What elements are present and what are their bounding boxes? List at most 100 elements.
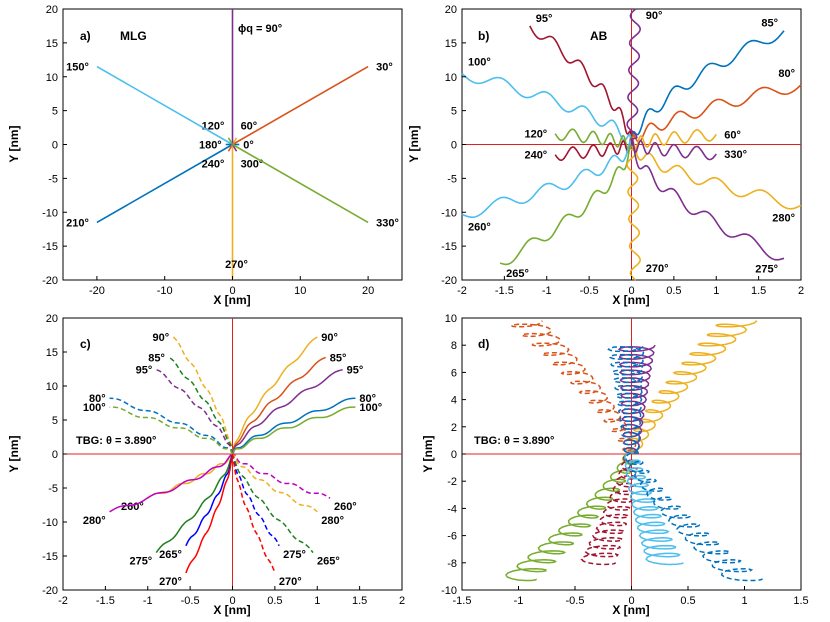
y-tick-label: 10: [46, 381, 58, 393]
y-tick-label: 20: [46, 313, 58, 325]
x-tick-label: 1.5: [352, 595, 367, 607]
trajectory-275-dashed: [231, 453, 280, 547]
angle-label: 265°: [317, 556, 340, 568]
y-tick-label: 20: [445, 4, 457, 16]
trajectory-330: [630, 135, 717, 161]
x-tick-label: -20: [89, 285, 105, 297]
trajectory-95: [529, 25, 633, 145]
y-tick-label: 0: [451, 449, 457, 461]
trajectory-60: [630, 128, 717, 151]
angle-label: 275°: [755, 263, 778, 275]
angle-label: 270°: [159, 576, 182, 588]
angle-label: 90°: [153, 332, 170, 344]
trajectory-260-dashed: [231, 453, 331, 499]
trajectory-280: [630, 138, 802, 210]
y-tick-label: 20: [46, 4, 58, 16]
angle-label: 95°: [136, 365, 153, 377]
x-tick-label: -1.5: [453, 595, 472, 607]
y-tick-label: -20: [42, 585, 58, 597]
angle-label: 265°: [506, 268, 529, 280]
trajectory-30: [232, 65, 369, 146]
trajectory-85-dashed: [168, 356, 234, 455]
tbg-annotation-c: TBG: θ = 3.890°: [76, 435, 156, 447]
x-tick-label: 1.5: [793, 595, 808, 607]
y-axis-label-d: Y [nm]: [421, 435, 435, 472]
angle-label: 260°: [334, 501, 357, 513]
angle-label: 60°: [241, 121, 258, 133]
x-tick-label: 20: [362, 285, 374, 297]
x-tick-label: -0.5: [566, 595, 585, 607]
y-tick-label: 0: [451, 140, 457, 152]
y-tick-label: -5: [48, 483, 58, 495]
panel-label-c: c): [80, 337, 91, 351]
y-tick-label: 0: [52, 449, 58, 461]
y-tick-label: 15: [46, 38, 58, 50]
x-tick-label: -2: [457, 285, 467, 297]
y-axis-label-a: Y [nm]: [7, 125, 21, 162]
y-tick-label: 15: [46, 347, 58, 359]
angle-label: 300°: [241, 158, 264, 170]
x-axis-label-a: X [nm]: [213, 293, 250, 307]
trajectory-90: [231, 336, 318, 455]
x-tick-label: 10: [294, 285, 306, 297]
y-tick-label: -8: [447, 558, 457, 570]
trajectory-265: [185, 453, 234, 547]
x-tick-label: -1: [514, 595, 524, 607]
y-tick-label: -10: [441, 585, 457, 597]
trajectory-150: [96, 65, 233, 146]
trajectory-dashed: [607, 344, 645, 455]
y-tick-label: -10: [42, 207, 58, 219]
angle-label: 90°: [646, 10, 663, 22]
trajectory-dashed: [580, 451, 639, 566]
trajectory-100: [231, 406, 356, 455]
y-tick-label: -5: [447, 173, 457, 185]
trajectory-210: [96, 143, 233, 224]
phi-annotation: ϕq = 90°: [238, 23, 282, 35]
trajectory-275: [155, 453, 234, 554]
y-tick-label: 0: [52, 140, 58, 152]
trajectory-dashed: [625, 451, 763, 582]
x-tick-label: 0: [229, 595, 235, 607]
x-tick-label: 0.5: [666, 285, 681, 297]
y-tick-label: -15: [42, 241, 58, 253]
x-tick-label: 1: [713, 285, 719, 297]
panel-c-tbg: 90°85°95°80°100°90°85°95°80°100°260°280°…: [7, 313, 405, 617]
angle-label: 260°: [468, 221, 491, 233]
angle-label: 80°: [89, 393, 106, 405]
angle-label: 95°: [347, 365, 364, 377]
angle-label: 80°: [778, 68, 795, 80]
angle-label: 120°: [202, 121, 225, 133]
y-tick-label: 5: [52, 415, 58, 427]
angle-label: 270°: [279, 576, 302, 588]
trajectory-80-dashed: [109, 397, 234, 455]
y-tick-label: -15: [441, 241, 457, 253]
angle-label: 330°: [724, 149, 747, 161]
trajectory-270: [626, 144, 642, 281]
x-tick-label: -0.5: [181, 595, 200, 607]
tbg-annotation-d: TBG: θ = 3.890°: [474, 435, 554, 447]
x-tick-label: 1: [741, 595, 747, 607]
angle-label: 240°: [524, 150, 547, 162]
trajectory: [624, 451, 684, 566]
trajectory-85: [630, 30, 785, 145]
y-tick-label: -4: [447, 503, 457, 515]
x-tick-label: 2: [399, 595, 405, 607]
y-tick-label: -20: [42, 275, 58, 287]
angle-label: 85°: [330, 352, 347, 364]
y-tick-label: -2: [447, 476, 457, 488]
panel-label-b: b): [478, 29, 489, 43]
trajectory-270-dashed: [231, 453, 276, 574]
y-tick-label: 10: [445, 313, 457, 325]
y-tick-label: 4: [451, 395, 457, 407]
y-tick-label: 15: [445, 38, 457, 50]
y-tick-label: 10: [46, 72, 58, 84]
trajectory-90-dashed: [172, 336, 234, 455]
y-tick-label: 8: [451, 340, 457, 352]
y-tick-label: -10: [441, 207, 457, 219]
trajectory-260: [461, 138, 633, 219]
x-tick-label: -1.5: [495, 285, 514, 297]
y-tick-label: 6: [451, 367, 457, 379]
angle-label: 60°: [724, 129, 741, 141]
panel-d-tbg: d) TBG: θ = 3.890° -1.5 -1 -0.5 0 0.5 1 1.5 -10…: [421, 313, 809, 617]
angle-label: 95°: [536, 13, 553, 25]
